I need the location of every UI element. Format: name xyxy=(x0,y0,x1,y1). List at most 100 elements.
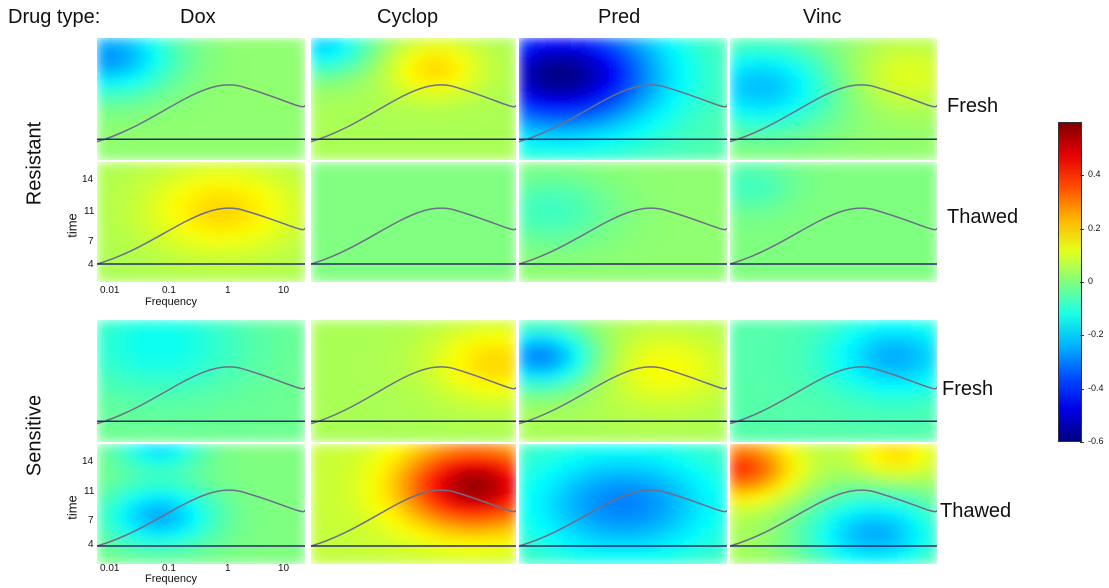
heatmap-cell xyxy=(636,405,650,419)
heatmap-cell xyxy=(519,246,533,259)
heatmap-cell xyxy=(123,135,137,149)
heatmap-cell xyxy=(545,50,559,63)
heatmap-cell xyxy=(336,234,351,247)
heatmap-cell xyxy=(545,504,559,517)
heatmap-cell xyxy=(730,320,744,333)
heatmap-cell xyxy=(714,38,727,51)
heatmap-cell xyxy=(688,246,702,259)
heatmap-cell xyxy=(597,135,611,149)
heatmap-cell xyxy=(571,246,585,259)
heatmap-cell xyxy=(439,174,453,187)
heatmap-cell xyxy=(97,456,111,469)
heatmap-cell xyxy=(898,528,912,541)
heatmap-cell xyxy=(688,368,702,382)
heatmap-cell xyxy=(688,38,702,51)
heatmap-cell xyxy=(794,50,809,63)
heatmap-cell xyxy=(807,198,822,211)
heatmap-cell xyxy=(375,368,389,382)
heatmap-cell xyxy=(794,393,809,406)
heatmap-cell xyxy=(571,111,585,124)
heatmap-cell xyxy=(227,99,241,112)
heatmap-cell xyxy=(336,516,351,529)
heatmap-cell xyxy=(375,99,389,112)
heatmap-cell xyxy=(413,417,427,431)
heatmap-cell xyxy=(136,417,150,431)
heatmap-cell xyxy=(266,356,280,370)
heatmap-cell xyxy=(924,320,937,333)
heatmap-cell xyxy=(688,270,702,282)
heatmap-cell xyxy=(227,381,241,394)
heatmap-cell xyxy=(123,368,137,382)
heatmap-cell xyxy=(597,468,611,481)
heatmap-cell xyxy=(362,174,376,187)
heatmap-cell xyxy=(188,86,202,100)
heatmap-cell xyxy=(662,62,676,76)
heatmap-cell xyxy=(240,62,254,76)
heatmap-cell xyxy=(375,516,389,529)
heatmap-cell xyxy=(688,111,702,124)
heatmap-cell xyxy=(175,356,189,370)
heatmap-cell xyxy=(794,186,809,199)
heatmap-cell xyxy=(623,38,637,51)
heatmap-cell xyxy=(214,356,228,370)
heatmap-cell xyxy=(311,356,325,370)
heatmap-cell xyxy=(662,368,676,382)
heatmap-cell xyxy=(649,393,663,406)
heatmap-cell xyxy=(768,480,783,493)
heatmap-cell xyxy=(311,492,325,505)
heatmap-cell xyxy=(662,86,676,100)
heatmap-cell xyxy=(911,246,925,259)
heatmap-panel-resistant-fresh-cyclop xyxy=(311,38,516,160)
heatmap-cell xyxy=(714,62,727,76)
heatmap-cell xyxy=(253,504,267,517)
heatmap-cell xyxy=(292,174,305,187)
heatmap-cell xyxy=(362,62,376,76)
heatmap-cell xyxy=(807,135,822,149)
heatmap-cell xyxy=(833,198,848,211)
heatmap-cell xyxy=(924,210,937,223)
heatmap-cell xyxy=(820,368,835,382)
heatmap-cell xyxy=(201,320,215,333)
heatmap-cell xyxy=(701,492,715,505)
heatmap-cell xyxy=(362,38,376,51)
heatmap-cell xyxy=(742,162,757,175)
heatmap-cell xyxy=(768,186,783,199)
heatmap-cell xyxy=(730,162,744,175)
heatmap-cell xyxy=(714,135,727,149)
heatmap-cell xyxy=(292,270,305,282)
heatmap-cell xyxy=(755,86,770,100)
heatmap-cell xyxy=(266,99,280,112)
heatmap-cell xyxy=(597,270,611,282)
heatmap-cell xyxy=(477,492,491,505)
heatmap-cell xyxy=(426,417,440,431)
heatmap-cell xyxy=(413,234,427,247)
heatmap-cell xyxy=(426,270,440,282)
heatmap-cell xyxy=(532,186,546,199)
heatmap-cell xyxy=(610,528,624,541)
heatmap-cell xyxy=(859,246,873,259)
heatmap-cell xyxy=(240,417,254,431)
heatmap-cell xyxy=(253,468,267,481)
heatmap-cell xyxy=(807,417,822,431)
heatmap-cell xyxy=(253,135,267,149)
heatmap-cell xyxy=(742,198,757,211)
heatmap-cell xyxy=(349,332,363,345)
heatmap-cell xyxy=(311,381,325,394)
heatmap-cell xyxy=(755,504,770,517)
heatmap-cell xyxy=(311,444,325,457)
heatmap-cell xyxy=(571,504,585,517)
heatmap-cell xyxy=(859,528,873,541)
heatmap-cell xyxy=(279,86,293,100)
heatmap-cell xyxy=(123,516,137,529)
heatmap-cell xyxy=(898,356,912,370)
heatmap-cell xyxy=(742,111,757,124)
heatmap-cell xyxy=(872,332,886,345)
heatmap-cell xyxy=(136,356,150,370)
heatmap-cell xyxy=(227,62,241,76)
heatmap-cell xyxy=(730,99,744,112)
heatmap-cell xyxy=(519,111,533,124)
heatmap-cell xyxy=(240,552,254,564)
heatmap-cell xyxy=(110,74,124,88)
heatmap-cell xyxy=(477,417,491,431)
heatmap-cell xyxy=(149,344,163,358)
